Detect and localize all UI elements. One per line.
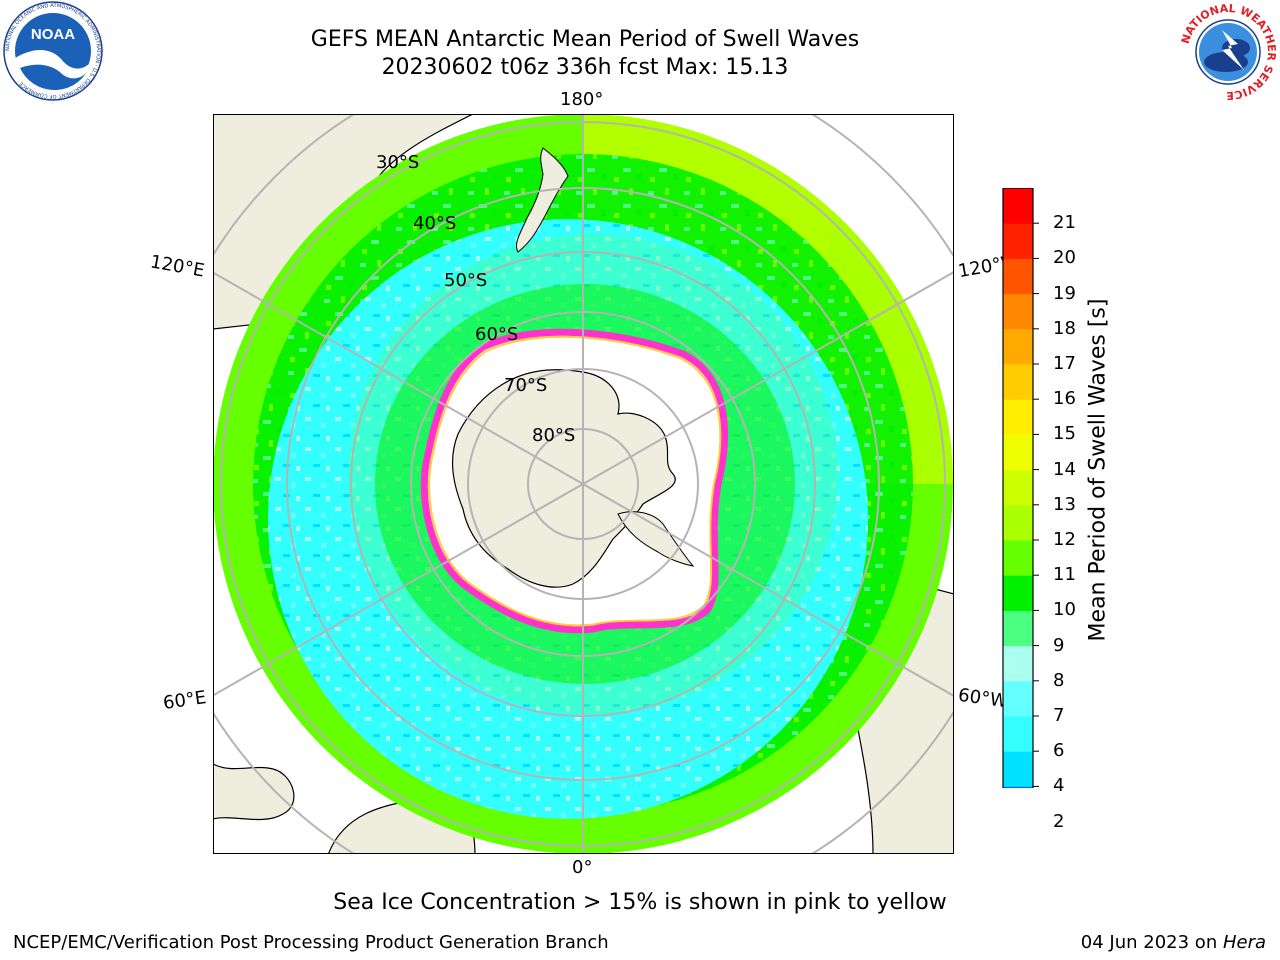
nws-logo: NATIONAL WEATHER SERVICE [1179,2,1278,100]
lon-label-180: 180° [560,89,604,110]
colorbar-tick-label: 8 [1053,669,1065,691]
colorbar-segment [1003,540,1033,576]
colorbar-segment [1003,364,1033,400]
new-zealand-land [515,147,569,253]
colorbar-tick-label: 7 [1053,705,1065,726]
colorbar-segment [1003,434,1033,471]
colorbar-tick-label: 12 [1053,529,1076,550]
noaa-logo: NOAA NATIONAL OCEANIC AND ATMOSPHERIC AD… [3,1,103,101]
colorbar-segment [1003,328,1033,365]
colorbar-tick-label: 17 [1053,353,1076,374]
colorbar-segment [1003,293,1033,330]
colorbar-tick-label: 2 [1053,810,1065,832]
colorbar-segment [1003,223,1033,259]
lat-label-50s: 50°S [444,270,488,291]
colorbar-label: Mean Period of Swell Waves [s] [1085,298,1111,642]
colorbar-tick-label: 16 [1053,388,1076,410]
colorbar-segment [1003,399,1033,435]
polar-map-canvas [214,115,953,853]
madagascar-land [214,763,295,821]
colorbar-tick-label: 15 [1053,423,1076,445]
colorbar-segment [1003,504,1033,541]
colorbar-segment [1003,786,1033,788]
colorbar-segment [1003,680,1033,717]
chart-title: GEFS MEAN Antarctic Mean Period of Swell… [310,27,860,52]
lat-label-60s: 60°S [475,324,519,345]
colorbar-segment [1003,258,1033,295]
graticule [214,115,953,853]
lat-label-40s: 40°S [413,213,457,234]
colorbar-tick-label: 11 [1053,564,1076,586]
footer-date: 04 Jun 2023 on Hera [1081,932,1266,953]
lat-label-80s: 80°S [532,425,576,446]
chart-subtitle: 20230602 t06z 336h fcst Max: 15.13 [381,55,789,80]
colorbar [1002,188,1039,788]
colorbar-tick-label: 14 [1053,458,1076,480]
colorbar-segment [1003,716,1033,752]
colorbar-segment [1003,575,1033,611]
polar-map [213,114,954,854]
colorbar-tick-label: 20 [1053,247,1076,269]
lat-label-70s: 70°S [504,375,548,396]
colorbar-segment [1003,610,1033,647]
colorbar-tick-label: 10 [1053,599,1076,621]
lon-label-0: 0° [572,857,593,878]
colorbar-segment [1003,188,1033,224]
lon-label-60e: 60°E [161,687,208,714]
footer-branch: NCEP/EMC/Verification Post Processing Pr… [13,932,609,953]
colorbar-segment [1003,751,1033,787]
lon-label-120e: 120°E [148,251,207,282]
colorbar-tick-label: 18 [1053,317,1076,339]
sea-ice-caption: Sea Ice Concentration > 15% is shown in … [333,890,947,915]
lat-label-30s: 30°S [376,152,420,173]
footer-date-text: 04 Jun 2023 on [1080,932,1223,953]
colorbar-segment [1003,645,1033,682]
colorbar-segment [1003,469,1033,506]
colorbar-tick-label: 4 [1053,775,1065,797]
colorbar-tick-label: 21 [1053,212,1076,234]
colorbar-tick-label: 6 [1053,740,1065,762]
noaa-logo-text: NOAA [31,26,75,43]
colorbar-tick-label: 13 [1053,493,1076,515]
colorbar-tick-label: 9 [1053,634,1065,656]
footer-host: Hera [1222,932,1266,953]
colorbar-tick-label: 19 [1053,282,1076,304]
